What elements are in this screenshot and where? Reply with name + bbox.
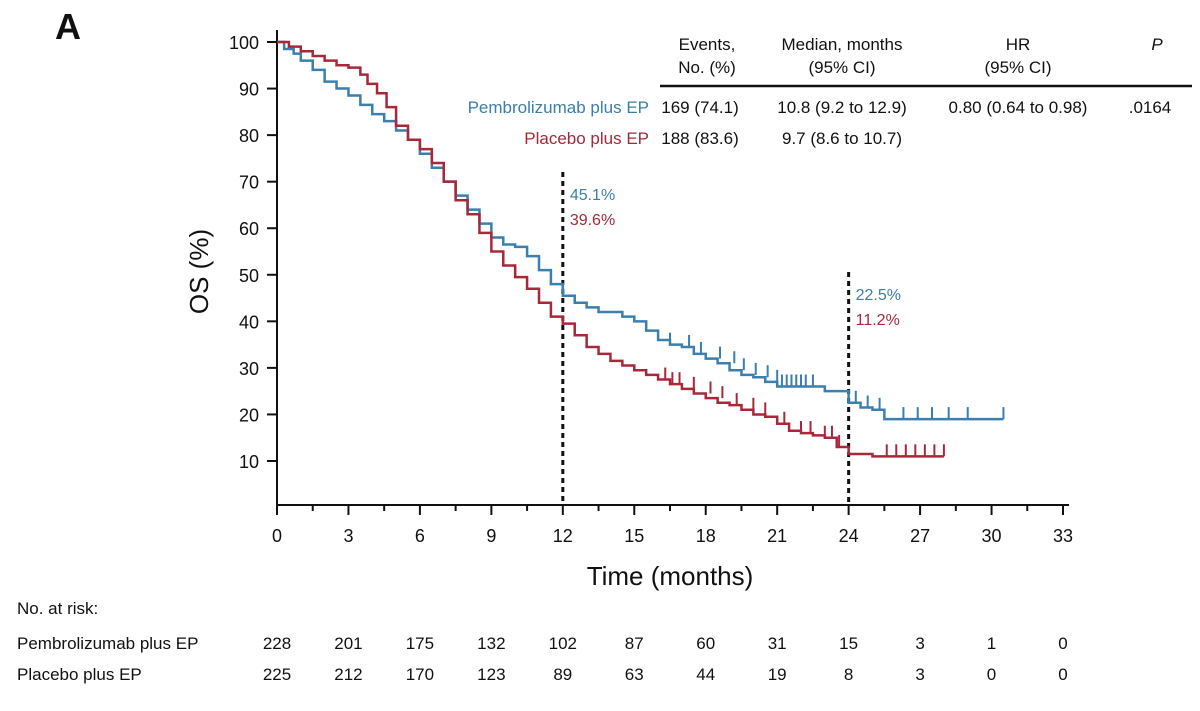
stats-events: 169 (74.1) [661,98,739,117]
risk-row-label: Pembrolizumab plus EP [17,634,198,653]
legend-label: Placebo plus EP [524,129,649,148]
stats-header: Events, [679,35,736,54]
y-tick-label: 30 [239,359,259,379]
risk-value: 63 [625,665,644,684]
risk-value: 87 [625,634,644,653]
x-tick-label: 27 [910,526,930,546]
x-axis-title: Time (months) [587,561,754,591]
stats-header: (95% CI) [808,58,875,77]
reference-lines: 45.1% 39.6% 22.5% 11.2% [561,172,901,505]
risk-row-label: Placebo plus EP [17,665,142,684]
stats-median: 9.7 (8.6 to 10.7) [782,129,902,148]
stats-header: Median, months [782,35,903,54]
x-tick-label: 15 [624,526,644,546]
risk-value: 0 [1058,634,1067,653]
risk-value: 19 [768,665,787,684]
axes: 10 20 30 40 50 60 70 80 90 100 0 3 6 9 12 15 18 21 24 27 30 3… [184,30,1073,591]
x-tick-label: 12 [553,526,573,546]
risk-value: 228 [263,634,291,653]
y-axis-title: OS (%) [184,229,214,314]
x-tick-label: 24 [839,526,859,546]
stats-header: (95% CI) [984,58,1051,77]
stats-p: .0164 [1129,98,1172,117]
y-tick-label: 60 [239,219,259,239]
risk-value: 132 [477,634,505,653]
risk-value: 0 [1058,665,1067,684]
y-tick-label: 70 [239,173,259,193]
x-tick-label: 21 [767,526,787,546]
x-tick-label: 33 [1053,526,1073,546]
y-tick-label: 100 [229,33,259,53]
panel-label: A [55,6,81,47]
reference-label: 45.1% [570,187,615,204]
survival-curves [277,40,1005,458]
risk-value: 15 [839,634,858,653]
risk-value: 8 [844,665,853,684]
x-tick-label: 3 [343,526,353,546]
legend-label: Pembrolizumab plus EP [468,98,649,117]
risk-table-title: No. at risk: [17,599,98,618]
risk-value: 44 [696,665,715,684]
y-tick-label: 50 [239,266,259,286]
survival-curve-2 [277,40,944,458]
risk-value: 3 [915,634,924,653]
risk-table: No. at risk: Pembrolizumab plus EP 228 201 1… [17,599,1068,684]
risk-value: 0 [987,665,996,684]
risk-value: 212 [334,665,362,684]
y-tick-label: 10 [239,452,259,472]
risk-value: 89 [553,665,572,684]
x-tick-label: 18 [696,526,716,546]
y-tick-label: 80 [239,126,259,146]
y-tick-label: 40 [239,312,259,332]
survival-curve-1 [277,40,1004,421]
risk-value: 3 [915,665,924,684]
stats-table: Events, No. (%) Median, months (95% CI) HR (9… [468,35,1192,148]
x-tick-label: 6 [415,526,425,546]
reference-label: 39.6% [570,212,615,229]
y-tick-label: 90 [239,80,259,100]
y-tick-label: 20 [239,405,259,425]
risk-value: 60 [696,634,715,653]
stats-header: No. (%) [678,58,736,77]
reference-label: 22.5% [856,287,901,304]
risk-value: 170 [406,665,434,684]
stats-hr: 0.80 (0.64 to 0.98) [949,98,1088,117]
reference-label: 11.2% [856,312,900,329]
x-tick-label: 0 [272,526,282,546]
risk-value: 31 [768,634,787,653]
risk-value: 102 [549,634,577,653]
stats-header: HR [1006,35,1031,54]
risk-value: 225 [263,665,291,684]
risk-value: 201 [334,634,362,653]
risk-value: 1 [987,634,996,653]
risk-value: 175 [406,634,434,653]
stats-median: 10.8 (9.2 to 12.9) [777,98,906,117]
risk-value: 123 [477,665,505,684]
stats-header: P [1151,35,1163,54]
x-tick-label: 30 [982,526,1002,546]
stats-events: 188 (83.6) [661,129,739,148]
x-tick-label: 9 [486,526,496,546]
